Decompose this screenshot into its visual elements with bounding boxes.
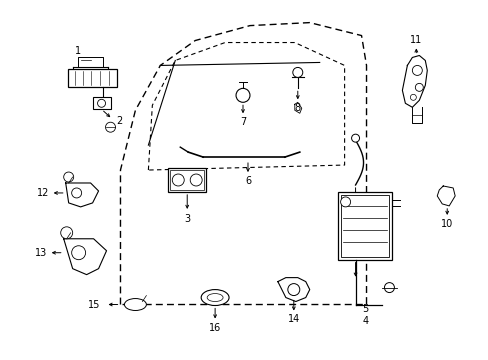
Polygon shape [63, 239, 106, 275]
Text: 1: 1 [75, 46, 81, 57]
Circle shape [172, 174, 184, 186]
Ellipse shape [201, 289, 228, 306]
Circle shape [340, 197, 350, 207]
Circle shape [411, 66, 422, 75]
Circle shape [292, 67, 302, 77]
Circle shape [72, 246, 85, 260]
Circle shape [351, 134, 359, 142]
Text: 7: 7 [240, 117, 245, 127]
Bar [337, 192, 392, 260]
Circle shape [409, 94, 415, 100]
Text: 5: 5 [362, 305, 368, 315]
Bar [168, 168, 206, 192]
Circle shape [384, 283, 394, 293]
Text: 6: 6 [244, 176, 250, 186]
Circle shape [98, 99, 105, 107]
Bar [340, 195, 388, 257]
Text: 4: 4 [362, 316, 368, 327]
Circle shape [236, 88, 249, 102]
Text: 12: 12 [37, 188, 49, 198]
Ellipse shape [124, 298, 146, 310]
Circle shape [190, 174, 202, 186]
Circle shape [63, 172, 74, 182]
Text: 15: 15 [88, 300, 101, 310]
Bar [67, 69, 117, 87]
Circle shape [105, 122, 115, 132]
Circle shape [414, 84, 423, 91]
Text: 11: 11 [409, 35, 422, 45]
Circle shape [287, 284, 299, 296]
Bar [170, 170, 203, 190]
Ellipse shape [207, 293, 223, 302]
Text: 8: 8 [294, 103, 300, 113]
Polygon shape [65, 183, 99, 207]
Polygon shape [402, 55, 427, 107]
Text: 2: 2 [116, 116, 122, 126]
Text: 13: 13 [35, 248, 47, 258]
Text: 3: 3 [184, 214, 190, 224]
Polygon shape [277, 278, 309, 302]
Text: 14: 14 [287, 314, 299, 324]
Text: 9: 9 [352, 202, 358, 212]
Bar [92, 97, 110, 109]
Text: 16: 16 [208, 323, 221, 333]
Circle shape [72, 188, 81, 198]
Text: 10: 10 [440, 219, 452, 229]
Circle shape [61, 227, 73, 239]
Polygon shape [436, 186, 454, 206]
